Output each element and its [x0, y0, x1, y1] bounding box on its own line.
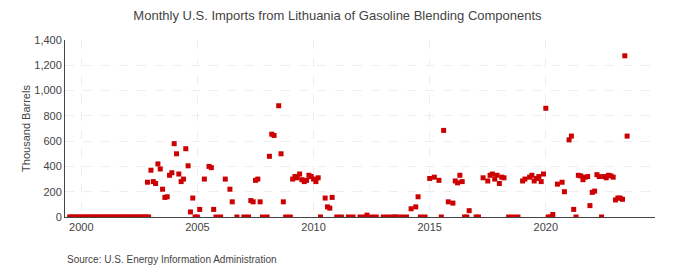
svg-text:1,000: 1,000	[34, 84, 62, 96]
svg-text:800: 800	[43, 110, 61, 122]
svg-text:2020: 2020	[534, 221, 558, 233]
svg-text:Thousand Barrels: Thousand Barrels	[20, 85, 32, 172]
svg-text:0: 0	[56, 211, 62, 223]
svg-text:400: 400	[43, 160, 61, 172]
svg-text:1,400: 1,400	[34, 34, 62, 46]
svg-text:200: 200	[43, 186, 61, 198]
svg-text:2015: 2015	[417, 221, 441, 233]
svg-text:2000: 2000	[69, 221, 93, 233]
svg-text:2010: 2010	[301, 221, 325, 233]
svg-text:1,200: 1,200	[34, 59, 62, 71]
svg-text:Source: U.S. Energy Informatio: Source: U.S. Energy Information Administ…	[67, 254, 277, 265]
svg-text:Monthly U.S. Imports from Lith: Monthly U.S. Imports from Lithuania of G…	[133, 8, 542, 23]
svg-text:600: 600	[43, 135, 61, 147]
svg-text:2005: 2005	[185, 221, 209, 233]
